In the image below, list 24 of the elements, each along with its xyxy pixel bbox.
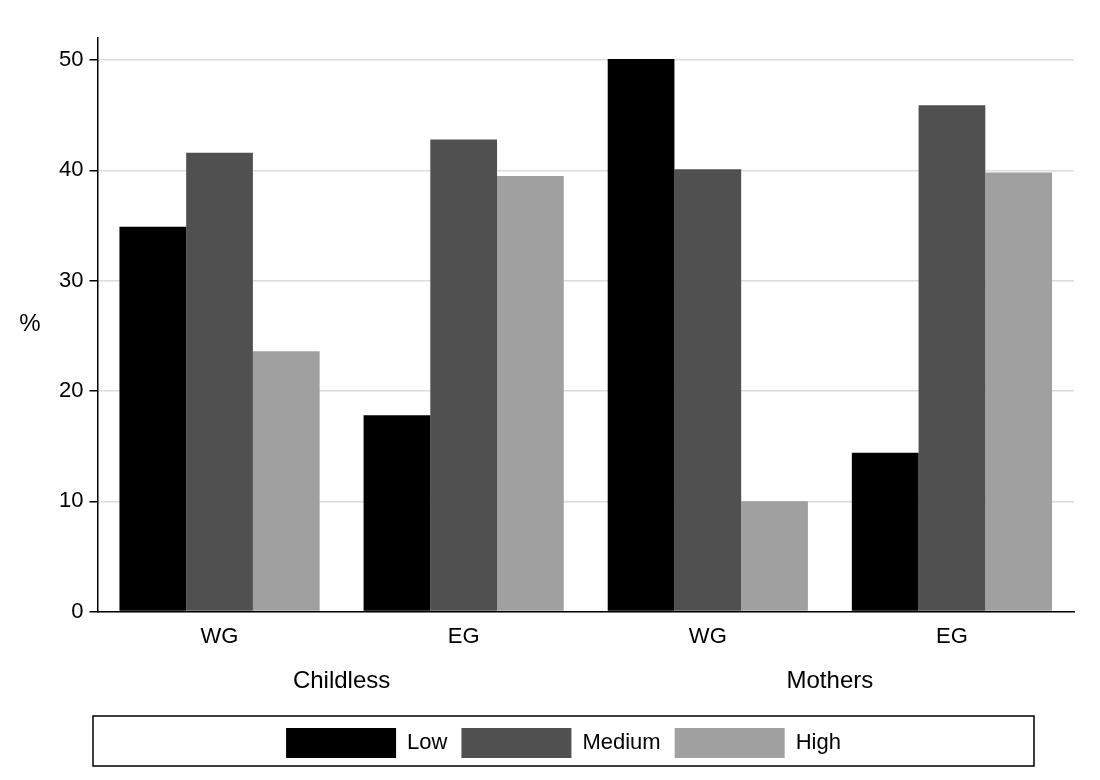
text: Mothers [786,666,874,694]
y-tick-label: 30 [58,266,84,292]
y-tick-label: 10 [58,487,84,513]
bar [674,169,742,611]
y-tick-label: 50 [58,46,84,72]
y-axis-title: % [19,309,41,337]
bar [497,175,564,611]
bar [918,105,986,611]
bar [186,152,253,611]
y-tick-label: 0 [71,597,84,623]
bar [430,139,498,611]
y-tick-label: 20 [58,377,84,403]
text: Childless [292,666,391,694]
legend-label: High [795,729,841,755]
x-tick-label: WG [200,622,239,648]
x-tick-label: WG [688,622,727,648]
x-tick-label: EG [447,622,480,648]
bar [985,172,1053,611]
bar [252,351,320,611]
legend-label: Medium [582,729,661,755]
legend-label: Low [407,729,448,755]
bar [741,501,808,611]
x-tick-label: EG [936,622,968,648]
y-tick-label: 40 [58,156,84,182]
